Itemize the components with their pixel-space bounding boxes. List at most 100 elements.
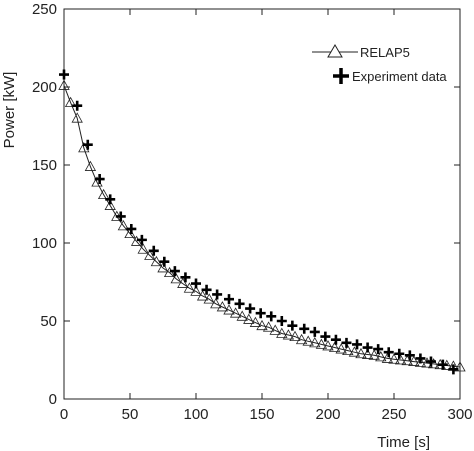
relap5-point (342, 344, 354, 356)
axis-ticks (63, 8, 461, 400)
x-axis-title: Time [s] (377, 434, 430, 451)
relap5-point (84, 160, 97, 171)
relap5-point (269, 324, 281, 335)
legend-experiment-label: Experiment data (352, 69, 447, 84)
experiment-point (341, 337, 352, 348)
legend-relap5-marker (327, 44, 343, 58)
relap5-line (63, 85, 461, 368)
relap5-point (256, 319, 268, 331)
relap5-point (322, 340, 334, 351)
relap5-point (223, 304, 235, 315)
experiment-point (320, 331, 331, 342)
relap5-point (144, 249, 156, 260)
experiment-point (94, 174, 105, 185)
relap5-point (196, 290, 209, 301)
experiment-point (415, 353, 426, 364)
relap5-point (117, 220, 130, 231)
experiment-point (299, 323, 310, 334)
y-tick-label: 50 (40, 313, 57, 330)
x-tick-label: 150 (249, 406, 274, 423)
relap5-point (309, 337, 321, 348)
y-tick-label: 100 (32, 235, 57, 252)
relap5-point (177, 277, 189, 288)
experiment-point (224, 294, 234, 305)
relap5-point (276, 327, 288, 338)
relap5-point (394, 354, 407, 365)
experiment-point (383, 347, 394, 358)
experiment-point (330, 334, 341, 345)
experiment-point (373, 344, 384, 355)
x-tick-label: 300 (447, 406, 472, 423)
relap5-point (104, 199, 116, 210)
tick-labels: 0 50 100 150 200 250 300 0 50 100 150 200 250 (32, 1, 473, 423)
relap5-point (137, 243, 149, 254)
relap5-point (295, 333, 308, 345)
experiment-point (115, 211, 126, 222)
relap5-point (388, 353, 400, 364)
relap5-point (243, 313, 255, 324)
relap5-point (361, 348, 374, 359)
relap5-point (210, 298, 222, 309)
experiment-point (136, 234, 147, 245)
relap5-point (190, 285, 202, 296)
x-tick-label: 200 (315, 406, 340, 423)
experiment-point (448, 364, 459, 375)
experiment-point (394, 348, 405, 359)
relap5-point (454, 361, 466, 372)
legend: RELAP5 Experiment data (312, 44, 447, 84)
relap5-point (71, 112, 83, 123)
experiment-point (245, 303, 256, 314)
relap5-point (170, 273, 182, 284)
relap5-point (348, 346, 361, 357)
experiment-point (180, 272, 191, 283)
relap5-point (335, 343, 347, 354)
experiment-point (169, 266, 180, 277)
relap5-point (78, 142, 90, 153)
relap5-point (282, 329, 295, 340)
experiment-point (276, 316, 287, 326)
experiment-point (362, 342, 373, 353)
relap5-point (408, 355, 420, 366)
experiment-point (82, 139, 93, 150)
x-tick-label: 100 (183, 406, 208, 423)
relap5-point (289, 330, 301, 342)
relap5-point (249, 316, 262, 327)
relap5-point (328, 341, 341, 352)
experiment-point (266, 311, 277, 322)
experiment-point (404, 350, 415, 361)
relap5-point (375, 351, 387, 362)
relap5-point (64, 96, 77, 107)
experiment-point (201, 284, 212, 295)
plot-frame (63, 8, 461, 400)
y-tick-label: 150 (32, 157, 57, 174)
relap5-point (183, 282, 196, 293)
experiment-point (105, 194, 116, 205)
relap5-markers (58, 79, 466, 372)
relap5-point (302, 335, 314, 346)
relap5-point (381, 352, 394, 363)
relap5-point (216, 301, 229, 312)
experiment-point (234, 298, 245, 309)
experiment-point (352, 339, 363, 350)
relap5-point (315, 338, 328, 349)
experiment-point (159, 256, 170, 267)
experiment-point (437, 359, 448, 370)
relap5-point (157, 262, 169, 273)
x-tick-label: 250 (381, 406, 406, 423)
experiment-point (425, 356, 436, 367)
experiment-point (212, 289, 223, 300)
relap5-point (150, 255, 163, 267)
experiment-point (255, 308, 266, 319)
y-tick-label: 200 (32, 79, 57, 96)
experiment-markers (59, 69, 459, 375)
relap5-point (229, 307, 242, 318)
x-tick-label: 50 (122, 406, 139, 423)
experiment-point (59, 69, 69, 80)
legend-relap5-label: RELAP5 (360, 45, 410, 60)
experiment-point (148, 245, 159, 256)
relap5-point (368, 349, 380, 360)
x-tick-label: 0 (60, 406, 68, 423)
relap5-point (414, 356, 427, 367)
y-tick-label: 250 (32, 1, 57, 18)
